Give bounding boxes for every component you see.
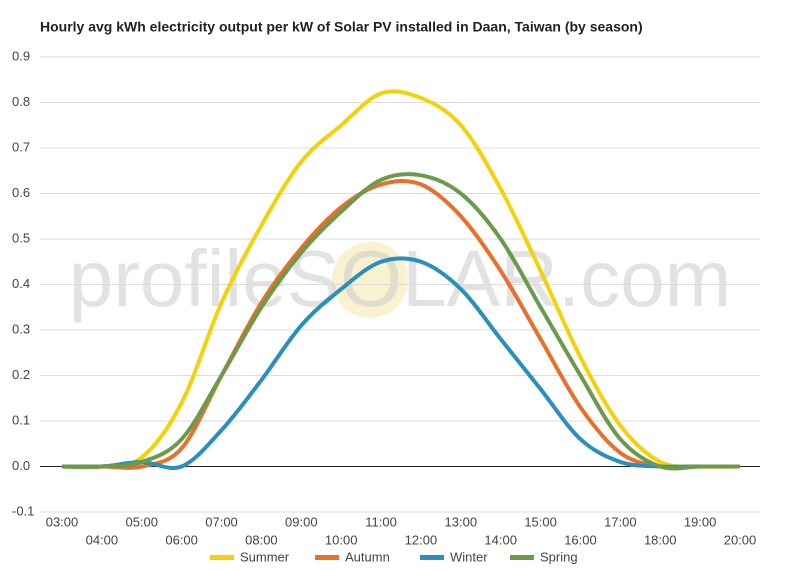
y-tick-label: 0.6 bbox=[12, 185, 30, 200]
y-tick-label: 0.8 bbox=[12, 94, 30, 109]
legend-label: Summer bbox=[240, 549, 290, 564]
x-tick-label: 19:00 bbox=[684, 514, 717, 529]
series-line bbox=[61, 256, 740, 471]
y-tick-label: 0.1 bbox=[12, 412, 30, 427]
x-tick-label: 12:00 bbox=[405, 532, 438, 547]
x-tick-label: 06:00 bbox=[165, 532, 198, 547]
series-line bbox=[61, 172, 740, 471]
y-tick-label: 0.4 bbox=[12, 276, 30, 291]
legend-label: Autumn bbox=[345, 549, 390, 564]
x-tick-label: 04:00 bbox=[86, 532, 119, 547]
x-tick-label: 14:00 bbox=[484, 532, 517, 547]
chart-title: Hourly avg kWh electricity output per kW… bbox=[40, 19, 643, 35]
y-tick-label: 0.0 bbox=[12, 458, 30, 473]
series-line bbox=[61, 89, 741, 470]
y-tick-label: 0.7 bbox=[12, 139, 30, 154]
x-tick-label: 07:00 bbox=[205, 514, 238, 529]
legend-swatch bbox=[510, 555, 534, 560]
legend-label: Spring bbox=[540, 549, 578, 564]
x-tick-label: 20:00 bbox=[724, 532, 757, 547]
x-tick-label: 05:00 bbox=[125, 514, 158, 529]
legend-label: Winter bbox=[450, 549, 488, 564]
y-tick-label: 0.9 bbox=[12, 48, 30, 63]
x-tick-label: 10:00 bbox=[325, 532, 358, 547]
y-tick-label: -0.1 bbox=[12, 503, 34, 518]
legend-swatch bbox=[420, 555, 444, 560]
x-tick-label: 03:00 bbox=[46, 514, 79, 529]
legend-swatch bbox=[210, 555, 234, 560]
y-tick-label: 0.3 bbox=[12, 321, 30, 336]
x-tick-label: 15:00 bbox=[524, 514, 557, 529]
x-tick-label: 08:00 bbox=[245, 532, 278, 547]
x-tick-label: 09:00 bbox=[285, 514, 318, 529]
y-tick-label: 0.2 bbox=[12, 367, 30, 382]
x-tick-label: 18:00 bbox=[644, 532, 677, 547]
x-tick-label: 13:00 bbox=[445, 514, 478, 529]
watermark: profileSOLAR.com bbox=[69, 234, 731, 323]
legend-swatch bbox=[315, 555, 339, 560]
y-tick-label: 0.5 bbox=[12, 230, 30, 245]
series-line bbox=[62, 178, 740, 470]
x-tick-label: 16:00 bbox=[564, 532, 597, 547]
x-tick-label: 17:00 bbox=[604, 514, 637, 529]
x-tick-label: 11:00 bbox=[365, 514, 397, 529]
